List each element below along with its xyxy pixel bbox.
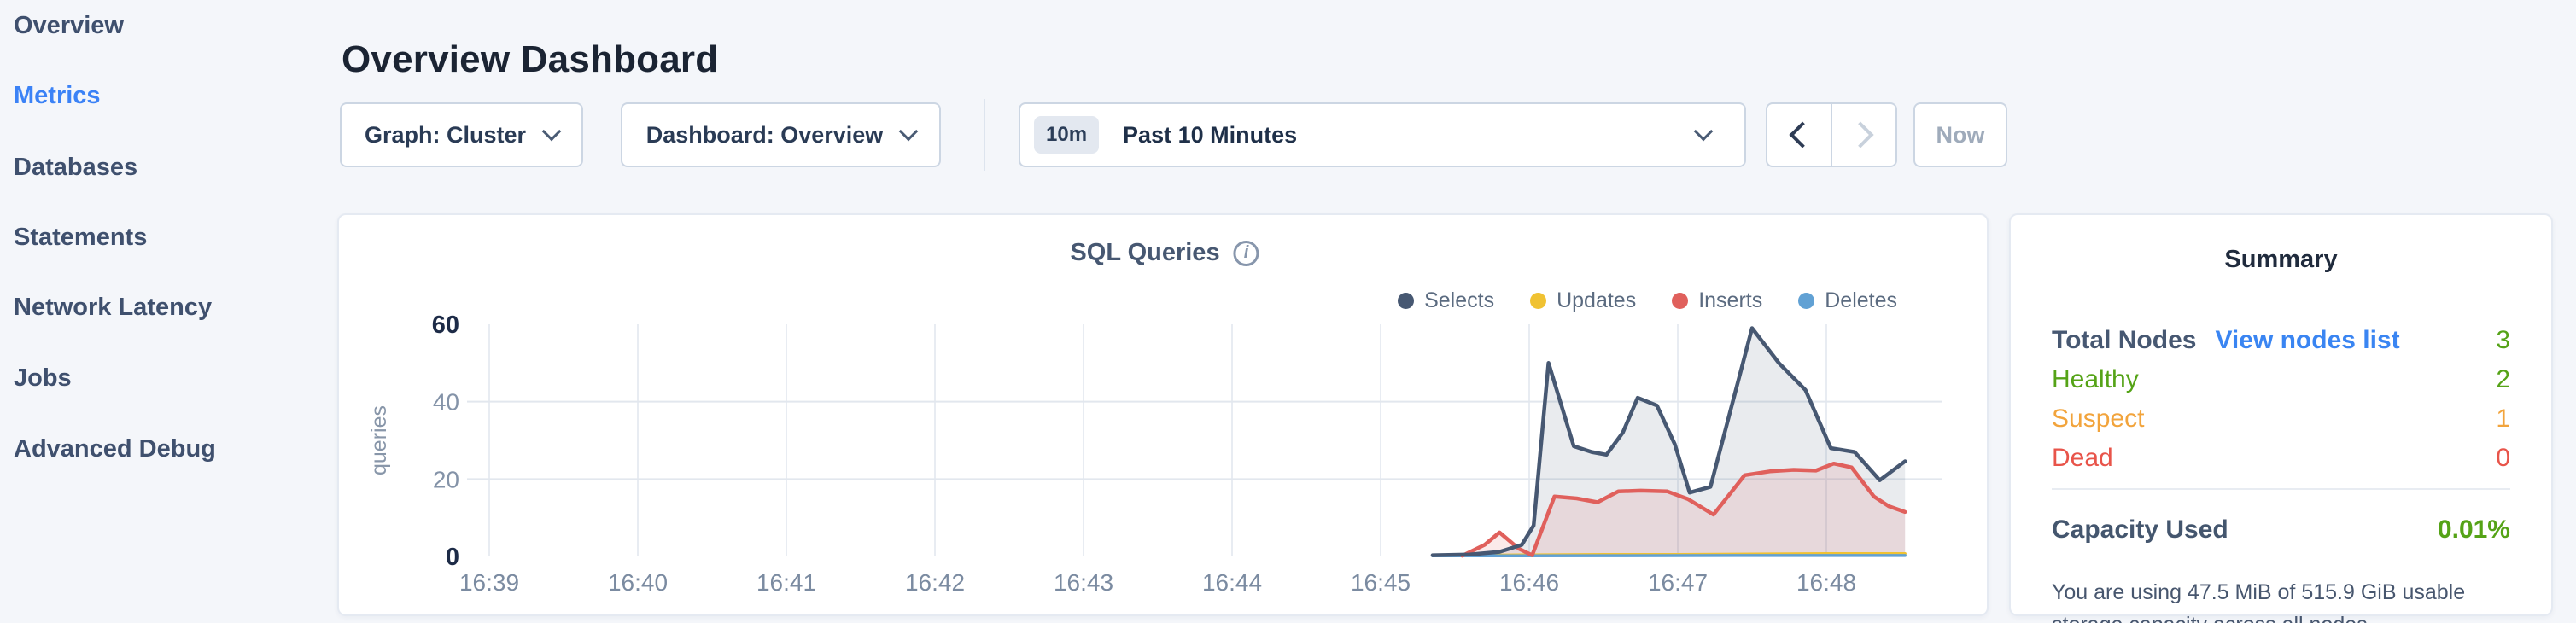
x-tick-label: 16:47 <box>1648 569 1708 596</box>
chevron-down-icon <box>541 121 562 142</box>
legend-dot-icon <box>1672 293 1689 309</box>
summary-row-dead: Dead 0 <box>2052 444 2510 478</box>
sidebar-item-metrics[interactable]: Metrics <box>14 82 101 109</box>
y-axis-label: queries <box>367 405 391 475</box>
chart-title-row: SQL Queries i <box>1070 239 1259 267</box>
chevron-down-icon <box>1693 121 1714 142</box>
sidebar-item-advanced-debug[interactable]: Advanced Debug <box>14 435 216 463</box>
y-tick-label: 0 <box>446 544 459 571</box>
y-tick-label: 60 <box>432 312 459 339</box>
chevron-right-icon <box>1847 121 1874 148</box>
toolbar-divider <box>984 99 985 171</box>
x-tick-label: 16:40 <box>608 569 668 596</box>
chevron-left-icon <box>1789 121 1816 148</box>
time-step-buttons <box>1766 102 1897 167</box>
summary-row-healthy: Healthy 2 <box>2052 365 2510 399</box>
capacity-row: Capacity Used 0.01% <box>2052 515 2510 544</box>
capacity-used-value: 0.01% <box>2437 515 2510 544</box>
summary-row-suspect: Suspect 1 <box>2052 405 2510 439</box>
page-title: Overview Dashboard <box>342 38 719 81</box>
healthy-value: 2 <box>2496 365 2510 393</box>
x-tick-label: 16:41 <box>756 569 816 596</box>
summary-divider <box>2052 488 2510 490</box>
now-label: Now <box>1936 121 1985 148</box>
x-tick-label: 16:39 <box>459 569 519 596</box>
legend-item-updates: Updates <box>1530 288 1636 313</box>
series-selects-area <box>1432 328 1906 556</box>
sidebar-item-overview[interactable]: Overview <box>14 12 124 39</box>
time-range-picker[interactable]: 10m Past 10 Minutes <box>1019 102 1746 167</box>
legend-label: Deletes <box>1825 288 1897 312</box>
legend-item-inserts: Inserts <box>1672 288 1762 313</box>
x-tick-label: 16:48 <box>1796 569 1856 596</box>
y-tick-label: 20 <box>433 466 459 492</box>
summary-panel: Summary Total Nodes View nodes list 3 He… <box>2009 213 2553 623</box>
legend-item-deletes: Deletes <box>1798 288 1897 313</box>
dead-label: Dead <box>2052 444 2113 472</box>
sidebar: Overview Metrics Databases Statements Ne… <box>0 0 333 623</box>
sidebar-item-network-latency[interactable]: Network Latency <box>14 294 213 321</box>
now-button[interactable]: Now <box>1913 102 2007 167</box>
view-nodes-list-link[interactable]: View nodes list <box>2215 326 2400 354</box>
capacity-used-label: Capacity Used <box>2052 515 2228 544</box>
sidebar-item-statements[interactable]: Statements <box>14 224 148 251</box>
time-range-badge: 10m <box>1034 116 1100 154</box>
legend-label: Inserts <box>1698 288 1763 312</box>
healthy-label: Healthy <box>2052 365 2139 393</box>
legend-item-selects: Selects <box>1398 288 1494 313</box>
suspect-value: 1 <box>2496 405 2510 433</box>
capacity-description: You are using 47.5 MiB of 515.9 GiB usab… <box>2052 580 2466 623</box>
y-tick-label: 40 <box>433 389 459 416</box>
graph-scope-dropdown[interactable]: Graph: Cluster <box>340 102 583 167</box>
summary-title: Summary <box>2224 246 2338 273</box>
total-nodes-value: 3 <box>2496 326 2510 354</box>
series-inserts-line <box>1460 461 1907 558</box>
chevron-down-icon <box>898 121 919 142</box>
x-tick-label: 16:45 <box>1351 569 1411 596</box>
sql-queries-panel: SQL Queries i Selects Updates Inserts Delet… <box>337 213 1989 616</box>
sidebar-item-jobs[interactable]: Jobs <box>14 364 72 392</box>
series-selects-line <box>1430 326 1907 557</box>
total-nodes-label: Total Nodes <box>2052 326 2197 354</box>
legend-dot-icon <box>1530 293 1547 309</box>
chart-legend: Selects Updates Inserts Deletes <box>1398 288 1897 313</box>
x-tick-label: 16:44 <box>1202 569 1262 596</box>
legend-dot-icon <box>1798 293 1815 309</box>
suspect-label: Suspect <box>2052 405 2145 433</box>
dashboard-dropdown[interactable]: Dashboard: Overview <box>621 102 941 167</box>
chart-title: SQL Queries <box>1070 239 1220 266</box>
x-tick-label: 16:42 <box>905 569 965 596</box>
x-tick-label: 16:46 <box>1499 569 1559 596</box>
time-range-label: Past 10 Minutes <box>1123 121 1298 148</box>
sidebar-item-databases[interactable]: Databases <box>14 154 138 181</box>
legend-label: Updates <box>1557 288 1637 312</box>
legend-dot-icon <box>1398 293 1415 309</box>
graph-scope-label: Graph: Cluster <box>364 121 527 148</box>
legend-label: Selects <box>1424 288 1495 312</box>
dead-value: 0 <box>2496 444 2510 472</box>
sql-queries-chart[interactable]: 16:39 16:40 16:41 16:42 16:43 16:44 16:45 16:46… <box>339 215 1990 618</box>
x-tick-label: 16:43 <box>1054 569 1113 596</box>
dashboard-label: Dashboard: Overview <box>645 121 884 148</box>
time-step-back-button[interactable] <box>1767 104 1832 166</box>
summary-row-total-nodes: Total Nodes View nodes list 3 <box>2052 326 2510 360</box>
series-inserts-area <box>1462 463 1906 556</box>
time-step-forward-button <box>1832 104 1895 166</box>
info-icon[interactable]: i <box>1233 240 1259 266</box>
